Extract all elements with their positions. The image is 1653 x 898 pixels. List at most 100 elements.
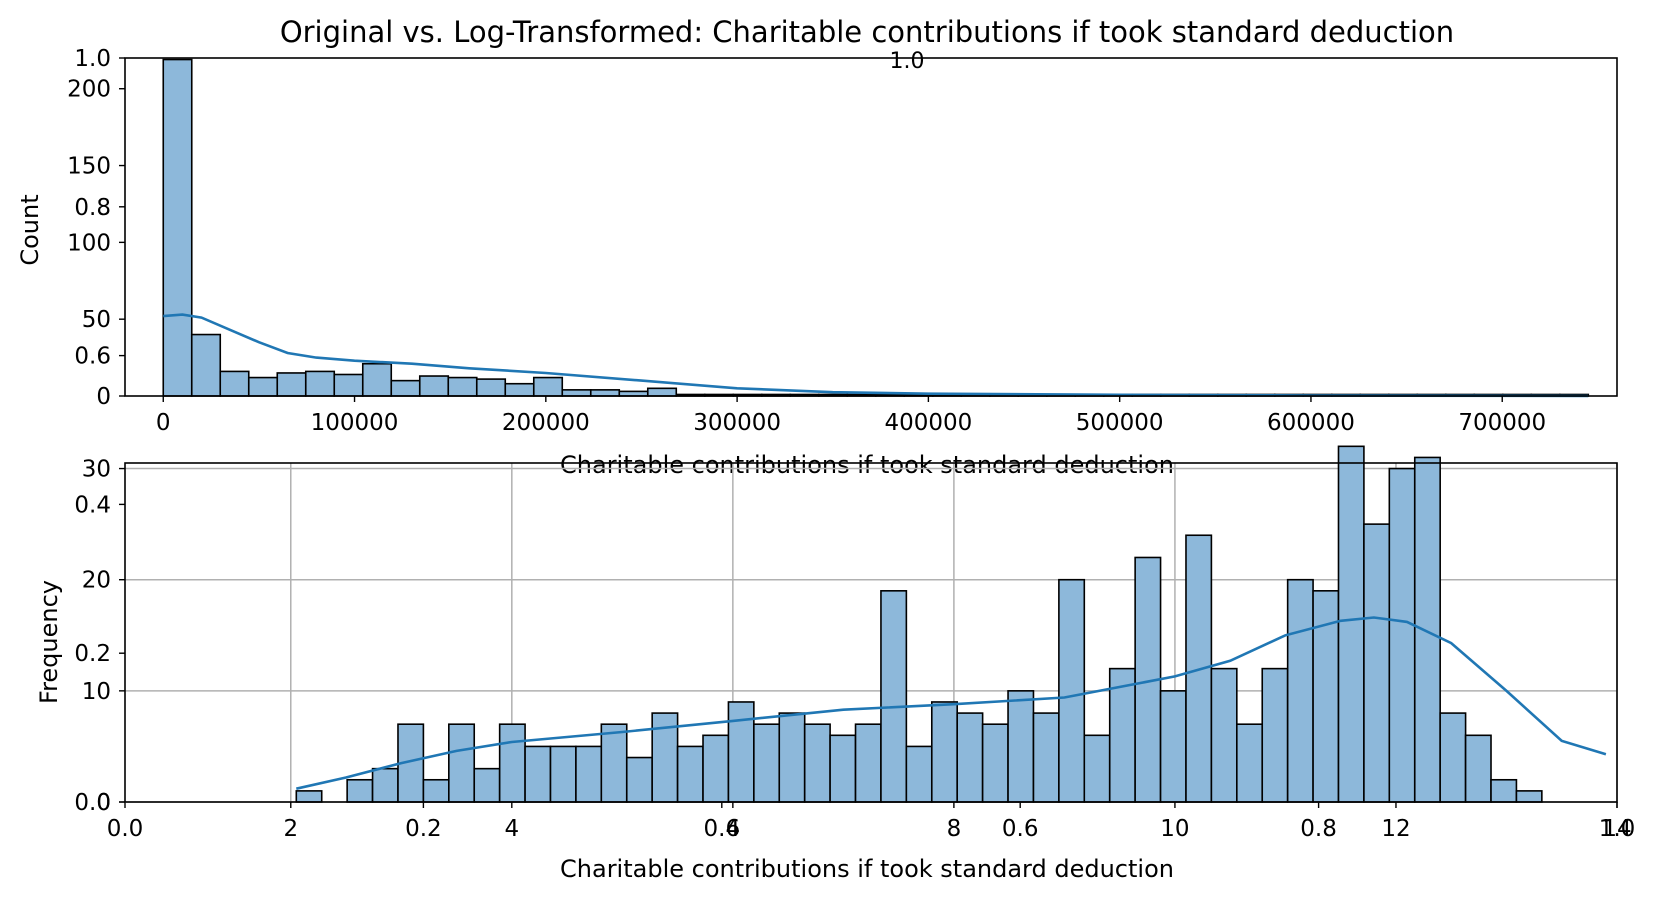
histogram-bar-8 bbox=[498, 723, 526, 803]
histogram-bar-22 bbox=[854, 723, 882, 803]
histogram-bar-10 bbox=[549, 745, 577, 803]
y-tick-labels: 0 10 20 30 bbox=[82, 457, 125, 816]
ghost-top-label: 1.0 bbox=[890, 49, 925, 74]
x-tick-label-2: 6 bbox=[726, 816, 741, 842]
histogram-bar-28 bbox=[1007, 690, 1035, 803]
ghost-x-tick-label-2: 0.4 bbox=[704, 816, 741, 842]
histogram-bar-38 bbox=[1261, 667, 1289, 803]
y-tick-label-4: 200 bbox=[67, 77, 111, 103]
histogram-bar-39 bbox=[1286, 578, 1314, 803]
x-axis-label: Charitable contributions if took standar… bbox=[560, 855, 1174, 883]
histogram-bar-6 bbox=[448, 723, 476, 803]
histogram-bar-7 bbox=[473, 767, 501, 803]
x-tick-label-3: 300000 bbox=[693, 410, 781, 436]
histogram-bar-20 bbox=[803, 723, 831, 803]
histogram-bar-27 bbox=[981, 723, 1009, 803]
figure-title: Original vs. Log-Transformed: Charitable… bbox=[280, 15, 1454, 49]
x-tick-labels: 2 4 6 8 10 12 14 bbox=[283, 802, 1632, 842]
histogram-bars bbox=[295, 445, 1543, 803]
ghost-x-tick-label-0: 0.0 bbox=[107, 816, 144, 842]
ghost-y-tick-label-2: 0.4 bbox=[74, 492, 111, 518]
histogram-bar-3 bbox=[247, 376, 279, 397]
ghost-x-tick-label-4: 0.8 bbox=[1300, 816, 1337, 842]
histogram-bar-34 bbox=[1159, 690, 1187, 803]
histogram-bar-10 bbox=[447, 376, 478, 397]
histogram-bar-21 bbox=[829, 734, 857, 803]
kde-curve bbox=[296, 616, 1607, 790]
x-tick-label-6: 14 bbox=[1602, 816, 1631, 842]
histogram-bar-37 bbox=[1236, 723, 1264, 803]
x-tick-label-6: 600000 bbox=[1267, 410, 1355, 436]
histogram-bar-2 bbox=[346, 778, 374, 803]
y-tick-label-3: 30 bbox=[82, 457, 111, 483]
histogram-bar-25 bbox=[930, 701, 959, 803]
histogram-bar-43 bbox=[1388, 467, 1416, 803]
histogram-bar-12 bbox=[600, 723, 628, 803]
x-tick-labels: 0 100000 200000 300000 400000 500000 600000 700… bbox=[156, 396, 1546, 436]
histogram-bar-36 bbox=[1210, 667, 1238, 803]
histogram-bar-30 bbox=[1058, 578, 1086, 803]
histogram-bars bbox=[162, 58, 1590, 397]
axes-frame bbox=[124, 462, 1618, 803]
histogram-bar-6 bbox=[333, 373, 364, 397]
ghost-x-ticks: 0.0 0.2 0.4 0.6 0.8 1.0 bbox=[107, 802, 1635, 842]
histogram-bar-11 bbox=[575, 745, 603, 803]
histogram-bar-9 bbox=[418, 375, 450, 397]
histogram-bar-7 bbox=[361, 362, 393, 397]
ghost-axes: 0.0 0.2 0.4 0.6 0.8 1.0 0.0 0.2 0.4 0.6 0.8 1.0 1.… bbox=[74, 46, 1635, 842]
histogram-bar-8 bbox=[390, 379, 421, 397]
histogram-bar-18 bbox=[753, 723, 781, 803]
x-tick-label-0: 0 bbox=[156, 410, 171, 436]
histogram-bar-44 bbox=[1413, 456, 1441, 803]
ghost-y-tick-label-3: 0.6 bbox=[74, 344, 111, 370]
histogram-bar-46 bbox=[1464, 734, 1492, 803]
y-tick-label-0: 0 bbox=[96, 384, 111, 410]
histogram-bar-15 bbox=[676, 745, 704, 803]
y-tick-label-2: 100 bbox=[67, 230, 111, 256]
histogram-bar-23 bbox=[880, 590, 908, 803]
histogram-bar-24 bbox=[905, 745, 933, 803]
x-tick-label-0: 2 bbox=[283, 816, 298, 842]
histogram-bar-13 bbox=[532, 376, 564, 397]
x-tick-label-1: 100000 bbox=[311, 410, 399, 436]
histogram-original-panel: 0 100000 200000 300000 400000 500000 600000 700… bbox=[16, 57, 1618, 479]
ghost-y-tick-label-0: 0.0 bbox=[74, 790, 111, 816]
histogram-bar-5 bbox=[422, 778, 450, 803]
x-axis-label: Charitable contributions if took standar… bbox=[560, 451, 1174, 479]
histogram-bar-48 bbox=[1515, 790, 1543, 803]
histogram-bar-0 bbox=[295, 790, 323, 803]
ghost-y-tick-label-4: 0.8 bbox=[74, 195, 111, 221]
x-tick-label-4: 10 bbox=[1160, 816, 1189, 842]
x-tick-label-1: 4 bbox=[504, 816, 519, 842]
histogram-bar-4 bbox=[276, 372, 307, 397]
y-tick-label-0: 0 bbox=[96, 790, 111, 816]
x-tick-label-7: 700000 bbox=[1458, 410, 1546, 436]
histogram-bar-19 bbox=[778, 712, 806, 803]
histogram-bar-11 bbox=[475, 378, 507, 397]
histogram-bar-15 bbox=[589, 389, 621, 397]
histogram-bar-17 bbox=[646, 387, 678, 397]
histogram-bar-17 bbox=[727, 701, 755, 803]
histogram-bar-42 bbox=[1363, 523, 1391, 803]
kde-curve bbox=[163, 313, 1589, 398]
ghost-y-tick-label-1: 0.2 bbox=[74, 641, 111, 667]
histogram-bar-45 bbox=[1439, 712, 1467, 803]
histogram-bar-14 bbox=[561, 389, 592, 397]
histogram-bar-9 bbox=[524, 745, 552, 803]
ghost-x-tick-label-1: 0.2 bbox=[405, 816, 442, 842]
histogram-bar-5 bbox=[304, 370, 336, 397]
ghost-y-tick-label-5: 1.0 bbox=[74, 46, 111, 72]
ghost-y-ticks: 0.0 0.2 0.4 0.6 0.8 1.0 bbox=[74, 46, 125, 816]
histogram-bar-1 bbox=[190, 333, 222, 397]
x-tick-label-5: 500000 bbox=[1076, 410, 1164, 436]
histogram-bar-47 bbox=[1490, 778, 1518, 803]
histogram-bar-0 bbox=[162, 58, 193, 397]
x-tick-label-4: 400000 bbox=[884, 410, 972, 436]
histogram-bar-41 bbox=[1337, 445, 1365, 803]
x-tick-label-2: 200000 bbox=[502, 410, 590, 436]
histogram-bar-31 bbox=[1083, 734, 1111, 803]
x-tick-label-3: 8 bbox=[947, 816, 962, 842]
histogram-bar-26 bbox=[956, 712, 984, 803]
y-tick-label-3: 150 bbox=[67, 154, 111, 180]
